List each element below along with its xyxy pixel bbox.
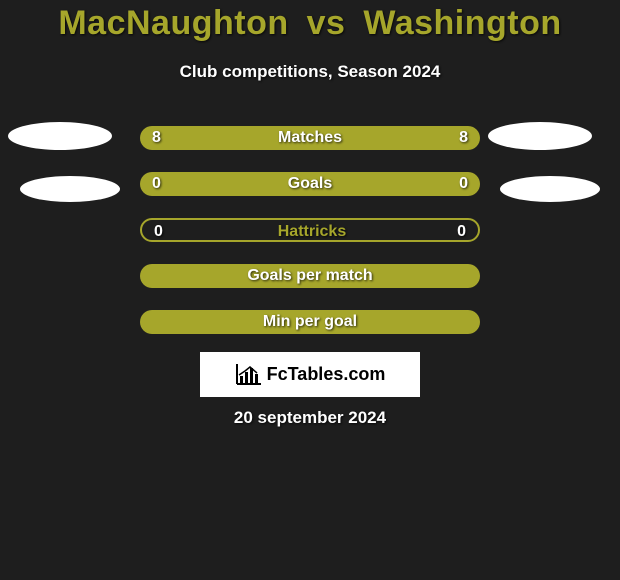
team-badge-right-1	[488, 122, 592, 150]
stat-label: Goals	[140, 172, 480, 196]
stat-right-value: 8	[459, 126, 468, 150]
team-badge-left-1	[8, 122, 112, 150]
subtitle: Club competitions, Season 2024	[0, 62, 620, 82]
stat-label: Min per goal	[140, 310, 480, 334]
branding-badge: FcTables.com	[200, 352, 420, 397]
bar-chart-icon	[235, 364, 261, 386]
branding-inner: FcTables.com	[235, 364, 386, 386]
stat-row-min-per-goal: Min per goal	[140, 310, 480, 334]
vs-separator: vs	[307, 4, 346, 42]
stat-row-hattricks: 0 Hattricks 0	[140, 218, 480, 242]
bar-chart-icon-paths	[237, 364, 261, 384]
stat-right-value: 0	[457, 220, 466, 244]
player2-name: Washington	[363, 4, 561, 42]
stat-right-value: 0	[459, 172, 468, 196]
stat-row-goals-per-match: Goals per match	[140, 264, 480, 288]
stat-row-goals: 0 Goals 0	[140, 172, 480, 196]
page-title: MacNaughton vs Washington	[0, 4, 620, 43]
date-stamp: 20 september 2024	[0, 408, 620, 428]
branding-text: FcTables.com	[267, 364, 386, 385]
stat-label: Hattricks	[142, 220, 482, 244]
stat-label: Goals per match	[140, 264, 480, 288]
player1-name: MacNaughton	[58, 4, 288, 42]
team-badge-left-2	[20, 176, 120, 202]
comparison-card: MacNaughton vs Washington Club competiti…	[0, 0, 620, 580]
stat-label: Matches	[140, 126, 480, 150]
team-badge-right-2	[500, 176, 600, 202]
stat-row-matches: 8 Matches 8	[140, 126, 480, 150]
